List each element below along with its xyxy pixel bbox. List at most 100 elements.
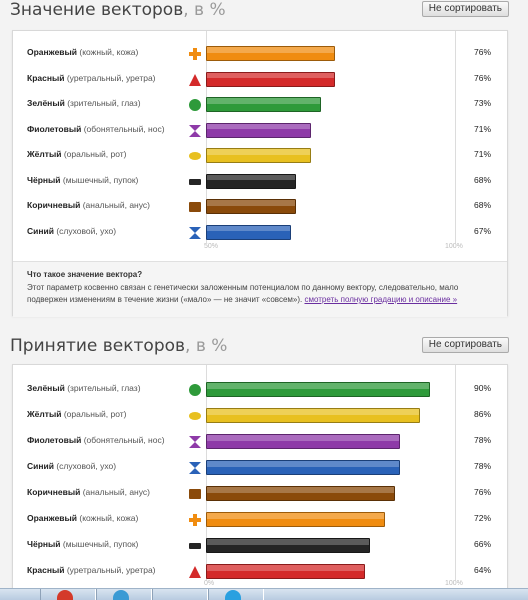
axis-label-100: 100% bbox=[445, 243, 463, 250]
browser-icon[interactable] bbox=[113, 590, 129, 600]
vector-label: Оранжевый (кожный, кожа) bbox=[27, 47, 139, 57]
vector-bar bbox=[206, 486, 396, 501]
vector-label: Чёрный (мышечный, пупок) bbox=[27, 539, 139, 549]
orange-plus-icon bbox=[188, 513, 202, 527]
vector-label: Оранжевый (кожный, кожа) bbox=[27, 513, 139, 523]
vector-bar bbox=[206, 224, 291, 240]
vector-bar bbox=[206, 382, 431, 397]
section-header: Принятие векторов, в % Не сортировать bbox=[0, 336, 528, 362]
vector-label: Фиолетовый (обонятельный, нос) bbox=[27, 123, 165, 134]
vector-label: Зелёный (зрительный, глаз) bbox=[27, 98, 141, 108]
orange-plus-icon bbox=[188, 47, 202, 61]
yellow-ellipse-icon bbox=[188, 409, 202, 423]
brown-square-icon bbox=[188, 200, 202, 214]
vector-row: Коричневый (анальный, анус) 76% bbox=[13, 481, 507, 507]
brown-square-icon bbox=[188, 487, 202, 501]
vector-row: Фиолетовый (обонятельный, нос) 71% bbox=[13, 118, 507, 144]
vector-label: Зелёный (зрительный, глаз) bbox=[27, 383, 141, 393]
axis-label-0: 0% bbox=[204, 580, 215, 587]
vector-info-box: Что такое значение вектора? Этот парамет… bbox=[13, 261, 507, 317]
vector-value: 86% bbox=[473, 409, 491, 419]
green-circle-icon bbox=[188, 383, 202, 397]
vector-row: Фиолетовый (обонятельный, нос) 78% bbox=[13, 429, 507, 455]
yellow-ellipse-icon bbox=[188, 149, 202, 163]
vector-row: Жёлтый (оральный, рот) 86% bbox=[13, 403, 507, 429]
black-rectangle-icon bbox=[188, 175, 202, 189]
vector-bar bbox=[206, 71, 336, 87]
vector-bar bbox=[206, 434, 401, 449]
vector-row: Зелёный (зрительный, глаз) 73% bbox=[13, 92, 507, 118]
vector-value: 71% bbox=[473, 123, 491, 134]
red-triangle-icon bbox=[188, 73, 202, 87]
vector-label: Жёлтый (оральный, рот) bbox=[27, 149, 127, 159]
vector-bar bbox=[206, 173, 296, 189]
no-sort-button[interactable]: Не сортировать bbox=[421, 337, 509, 353]
taskbar-button[interactable] bbox=[208, 589, 264, 600]
vector-value: 76% bbox=[473, 72, 491, 83]
vector-value: 68% bbox=[473, 200, 491, 210]
vector-bar bbox=[206, 538, 371, 553]
no-sort-button[interactable]: Не сортировать bbox=[421, 1, 509, 17]
vector-value: 68% bbox=[473, 174, 491, 185]
vector-value: 78% bbox=[473, 461, 491, 471]
full-gradation-link[interactable]: смотреть полную градацию и описание » bbox=[304, 295, 458, 304]
skype-icon[interactable] bbox=[225, 590, 241, 600]
vector-row: Зелёный (зрительный, глаз) 90% bbox=[13, 377, 507, 403]
browser-icon[interactable] bbox=[57, 590, 73, 600]
purple-hourglass-icon bbox=[188, 124, 202, 138]
vector-row: Коричневый (анальный, анус) 68% bbox=[13, 194, 507, 220]
vector-bar bbox=[206, 46, 336, 61]
vector-row: Чёрный (мышечный, пупок) 68% bbox=[13, 169, 507, 195]
vector-bar bbox=[206, 122, 311, 138]
section-title: Значение векторов, в % bbox=[10, 0, 226, 20]
info-text: Этот параметр косвенно связан с генетиче… bbox=[27, 283, 459, 304]
vector-label: Красный (уретральный, уретра) bbox=[27, 72, 156, 83]
vector-label: Коричневый (анальный, анус) bbox=[27, 487, 150, 497]
vector-value: 78% bbox=[473, 435, 491, 445]
vector-values-chart: 50% 100% Оранжевый (кожный, кожа) 76% Крас… bbox=[13, 31, 507, 253]
blue-hourglass-icon bbox=[188, 226, 202, 240]
vector-bar bbox=[206, 460, 401, 475]
axis-label-100: 100% bbox=[445, 580, 463, 587]
info-title: Что такое значение вектора? bbox=[27, 270, 143, 279]
vector-value: 90% bbox=[473, 383, 491, 393]
vector-acceptance-chart: 0% 100% Зелёный (зрительный, глаз) 90% Жёл… bbox=[13, 365, 507, 595]
vector-row: Синий (слуховой, ухо) 78% bbox=[13, 455, 507, 481]
vector-row: Чёрный (мышечный, пупок) 66% bbox=[13, 533, 507, 559]
vector-bar bbox=[206, 408, 421, 423]
vector-values-panel: 50% 100% Оранжевый (кожный, кожа) 76% Крас… bbox=[12, 30, 508, 317]
vector-label: Красный (уретральный, уретра) bbox=[27, 565, 156, 575]
taskbar-button[interactable] bbox=[40, 589, 96, 600]
vector-row: Синий (слуховой, ухо) 67% bbox=[13, 220, 507, 246]
vector-acceptance-panel: 0% 100% Зелёный (зрительный, глаз) 90% Жёл… bbox=[12, 364, 508, 594]
grid-line-100 bbox=[455, 365, 456, 580]
taskbar-button[interactable] bbox=[152, 589, 208, 600]
vector-values-section: Значение векторов, в % Не сортировать 50… bbox=[0, 0, 528, 317]
vector-value: 64% bbox=[473, 565, 491, 575]
vector-bar bbox=[206, 148, 311, 163]
vector-value: 73% bbox=[473, 98, 491, 108]
vector-row: Красный (уретральный, уретра) 64% bbox=[13, 559, 507, 585]
purple-hourglass-icon bbox=[188, 435, 202, 449]
vector-bar bbox=[206, 512, 386, 527]
green-circle-icon bbox=[188, 98, 202, 112]
vector-bar bbox=[206, 199, 296, 214]
vector-row: Красный (уретральный, уретра) 76% bbox=[13, 67, 507, 93]
vector-value: 72% bbox=[473, 513, 491, 523]
axis-label-50: 50% bbox=[204, 243, 219, 250]
vector-label: Чёрный (мышечный, пупок) bbox=[27, 174, 139, 185]
vector-value: 67% bbox=[473, 225, 491, 236]
vector-label: Фиолетовый (обонятельный, нос) bbox=[27, 435, 165, 445]
black-rectangle-icon bbox=[188, 539, 202, 553]
vector-label: Синий (слуховой, ухо) bbox=[27, 461, 117, 471]
vector-value: 76% bbox=[473, 487, 491, 497]
vector-row: Оранжевый (кожный, кожа) 72% bbox=[13, 507, 507, 533]
vector-value: 66% bbox=[473, 539, 491, 549]
vector-label: Синий (слуховой, ухо) bbox=[27, 225, 117, 236]
vector-bar bbox=[206, 97, 321, 112]
vector-value: 76% bbox=[473, 47, 491, 57]
blue-hourglass-icon bbox=[188, 461, 202, 475]
taskbar-button[interactable] bbox=[96, 589, 152, 600]
vector-row: Жёлтый (оральный, рот) 71% bbox=[13, 143, 507, 169]
vector-bar bbox=[206, 564, 366, 579]
